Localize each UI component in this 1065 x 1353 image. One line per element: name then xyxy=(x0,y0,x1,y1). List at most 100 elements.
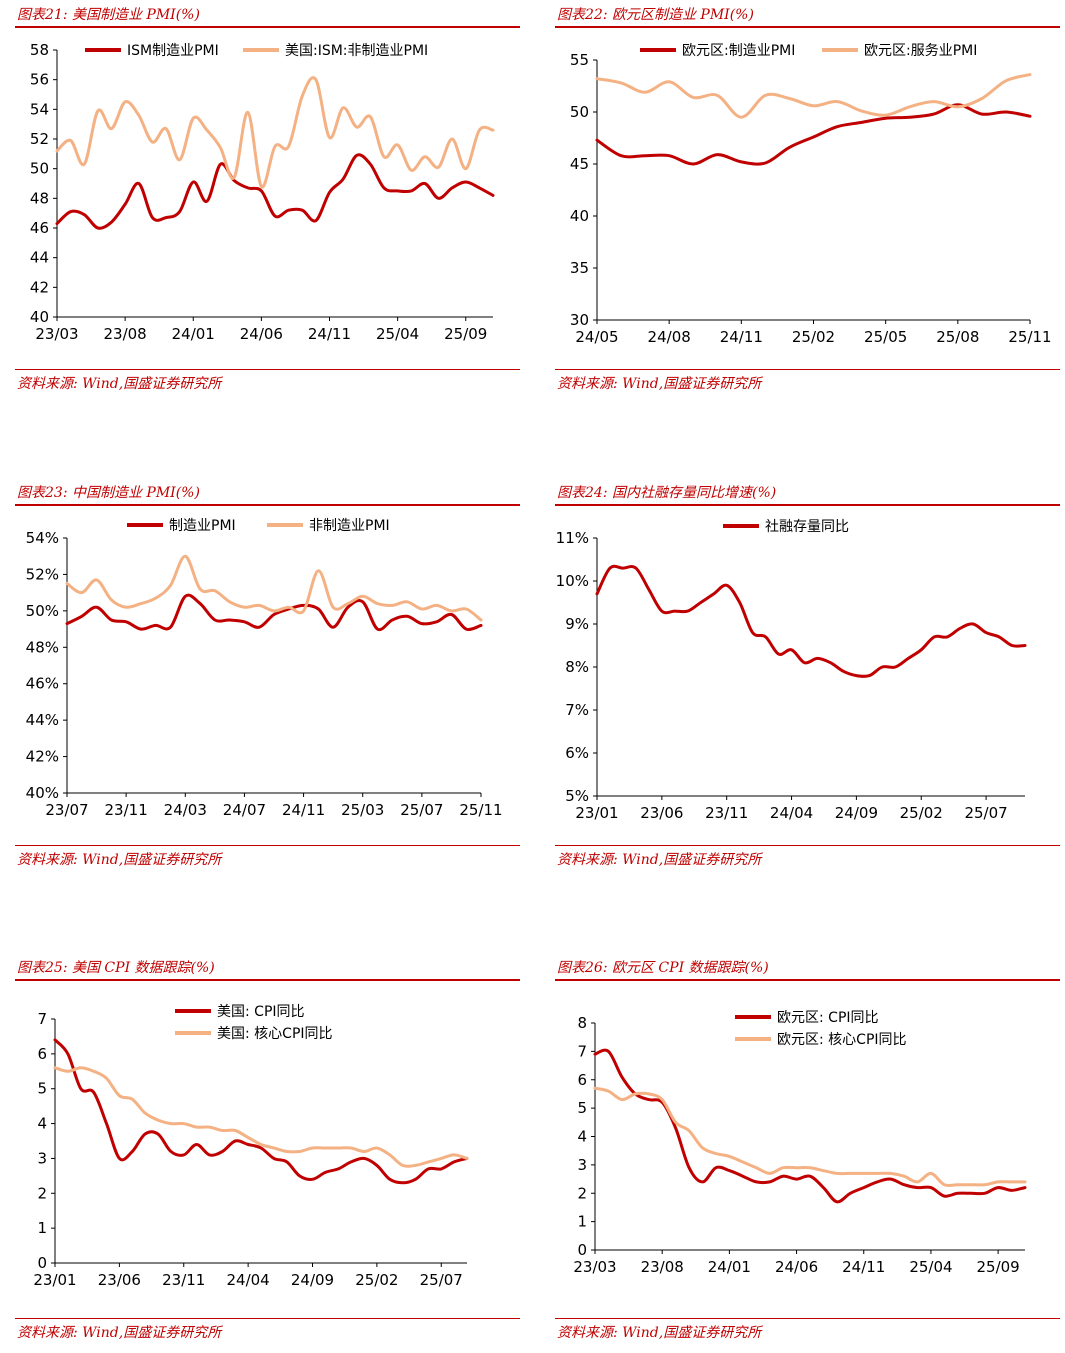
y-tick-label: 40 xyxy=(570,207,589,225)
y-tick-label: 52% xyxy=(26,565,59,583)
legend-label-1: 欧元区:制造业PMI xyxy=(682,43,795,59)
x-tick-label: 25/07 xyxy=(400,801,443,819)
x-tick-label: 25/08 xyxy=(936,328,979,346)
y-tick-label: 2 xyxy=(37,1184,47,1202)
legend-label-2: 美国:ISM:非制造业PMI xyxy=(285,43,428,59)
x-tick-label: 25/05 xyxy=(864,328,907,346)
x-tick-label: 25/11 xyxy=(1008,328,1051,346)
y-tick-label: 2 xyxy=(577,1184,587,1202)
title-rule xyxy=(555,504,1060,506)
chart-title: 图表23: 中国制造业 PMI(%) xyxy=(17,485,200,501)
legend-label-1: 美国: CPI同比 xyxy=(217,1004,305,1020)
x-tick-label: 24/11 xyxy=(308,325,351,343)
y-tick-label: 46 xyxy=(30,219,49,237)
y-tick-label: 44% xyxy=(26,711,59,729)
source-rule xyxy=(15,1318,520,1319)
x-tick-label: 25/04 xyxy=(909,1258,952,1276)
panel-us-cpi: 图表25: 美国 CPI 数据跟踪(%) 0 1 2 3 4 5 6 7 23/01 23/06 2… xyxy=(15,953,520,1353)
y-tick-label: 3 xyxy=(37,1149,47,1167)
source-rule xyxy=(555,1318,1060,1319)
panel-china-manufacturing-pmi: 图表23: 中国制造业 PMI(%) 40% 42% 44% 46% 48% 50% 52%… xyxy=(15,478,520,878)
chart-title: 图表24: 国内社融存量同比增速(%) xyxy=(557,485,777,501)
y-tick-label: 44 xyxy=(30,249,49,267)
legend-label-2: 欧元区: 核心CPI同比 xyxy=(777,1032,907,1048)
series-line-1 xyxy=(595,103,1032,166)
y-tick-label: 5% xyxy=(565,787,589,805)
legend-label-1: 欧元区: CPI同比 xyxy=(777,1010,879,1026)
series-line-1 xyxy=(53,1038,469,1185)
series-line-2 xyxy=(65,554,483,622)
y-tick-label: 7 xyxy=(577,1042,587,1060)
x-tick-label: 24/11 xyxy=(282,801,325,819)
chart: 40% 42% 44% 46% 48% 50% 52% 54% 23/07 23/11 24/03 2… xyxy=(26,518,503,819)
y-tick-label: 50% xyxy=(26,602,59,620)
legend-label-2: 美国: 核心CPI同比 xyxy=(217,1026,333,1042)
x-tick-label: 23/08 xyxy=(641,1258,684,1276)
x-tick-label: 23/11 xyxy=(162,1271,205,1289)
title-rule xyxy=(15,26,520,28)
x-tick-label: 23/07 xyxy=(45,801,88,819)
y-tick-label: 58 xyxy=(30,41,49,59)
y-tick-label: 6 xyxy=(37,1045,47,1063)
source-rule xyxy=(15,845,520,846)
x-tick-label: 23/08 xyxy=(104,325,147,343)
chart-title: 图表21: 美国制造业 PMI(%) xyxy=(17,7,200,23)
y-tick-label: 40% xyxy=(26,784,59,802)
legend-label-1: ISM制造业PMI xyxy=(127,43,219,59)
source-note: 资料来源: Wind,国盛证券研究所 xyxy=(17,1325,222,1341)
y-tick-label: 4 xyxy=(577,1128,587,1146)
x-tick-label: 24/04 xyxy=(770,804,813,822)
source-note: 资料来源: Wind,国盛证券研究所 xyxy=(557,376,762,392)
y-tick-label: 48% xyxy=(26,638,59,656)
x-tick-label: 23/11 xyxy=(705,804,748,822)
source-note: 资料来源: Wind,国盛证券研究所 xyxy=(557,1325,762,1341)
series-line-2 xyxy=(595,73,1032,119)
y-tick-label: 10% xyxy=(556,572,589,590)
series-line-1 xyxy=(595,564,1027,678)
series-line-2 xyxy=(55,76,495,189)
x-tick-label: 24/09 xyxy=(291,1271,334,1289)
x-tick-label: 24/09 xyxy=(835,804,878,822)
x-tick-label: 24/07 xyxy=(223,801,266,819)
source-rule xyxy=(555,369,1060,370)
x-tick-label: 25/07 xyxy=(964,804,1007,822)
chart: 40 42 44 46 48 50 52 54 56 58 23/03 23/08 24/01 24/06… xyxy=(30,41,495,343)
y-tick-label: 5 xyxy=(37,1080,47,1098)
source-note: 资料来源: Wind,国盛证券研究所 xyxy=(17,376,222,392)
y-tick-label: 52 xyxy=(30,130,49,148)
source-rule xyxy=(555,845,1060,846)
y-tick-label: 48 xyxy=(30,189,49,207)
series-line-1 xyxy=(593,1048,1027,1204)
chart-title: 图表22: 欧元区制造业 PMI(%) xyxy=(557,7,754,23)
legend-label-1: 社融存量同比 xyxy=(765,519,849,535)
chart-title: 图表26: 欧元区 CPI 数据跟踪(%) xyxy=(557,960,769,976)
chart: 30 35 40 45 50 55 24/05 24/08 24/11 25/02 25/05 25/… xyxy=(570,43,1052,346)
y-tick-label: 11% xyxy=(556,529,589,547)
y-tick-label: 6% xyxy=(565,744,589,762)
y-tick-label: 50 xyxy=(570,103,589,121)
y-tick-label: 45 xyxy=(570,155,589,173)
y-tick-label: 54 xyxy=(30,100,49,118)
y-tick-label: 54% xyxy=(26,529,59,547)
y-tick-label: 1 xyxy=(577,1213,587,1231)
x-tick-label: 25/11 xyxy=(459,801,502,819)
y-tick-label: 46% xyxy=(26,675,59,693)
x-tick-label: 24/08 xyxy=(648,328,691,346)
y-tick-label: 4 xyxy=(37,1115,47,1133)
x-tick-label: 23/06 xyxy=(98,1271,141,1289)
x-tick-label: 25/04 xyxy=(376,325,419,343)
chart-title: 图表25: 美国 CPI 数据跟踪(%) xyxy=(17,960,215,976)
y-tick-label: 42 xyxy=(30,278,49,296)
y-tick-label: 42% xyxy=(26,748,59,766)
x-tick-label: 23/03 xyxy=(573,1258,616,1276)
title-rule xyxy=(15,979,520,981)
x-tick-label: 25/09 xyxy=(977,1258,1020,1276)
x-tick-label: 25/07 xyxy=(420,1271,463,1289)
x-tick-label: 24/11 xyxy=(842,1258,885,1276)
series-line-1 xyxy=(55,153,495,230)
x-tick-label: 25/02 xyxy=(900,804,943,822)
y-tick-label: 50 xyxy=(30,160,49,178)
source-note: 资料来源: Wind,国盛证券研究所 xyxy=(17,852,222,868)
x-tick-label: 23/11 xyxy=(105,801,148,819)
panel-us-manufacturing-pmi: 图表21: 美国制造业 PMI(%) 40 42 44 46 48 50 52 54 56 58 2… xyxy=(15,0,520,400)
